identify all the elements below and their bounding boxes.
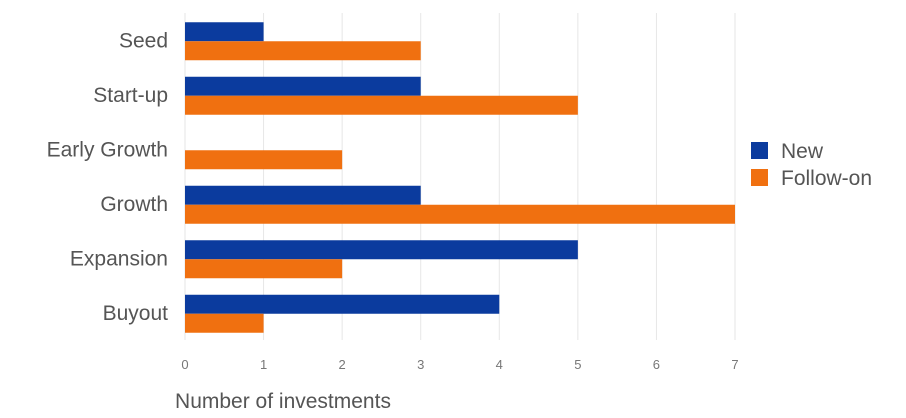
legend: New Follow-on	[751, 140, 872, 190]
bar-new	[185, 22, 264, 42]
legend-swatch	[751, 169, 768, 186]
category-label: Expansion	[70, 247, 168, 270]
bar-follow-on	[185, 150, 343, 170]
category-label: Seed	[119, 29, 168, 52]
x-tick-label: 3	[417, 357, 424, 372]
x-tick-label: 7	[731, 357, 738, 372]
gridlines	[184, 13, 736, 340]
category-label: Growth	[100, 193, 168, 216]
x-axis-title: Number of investments	[175, 390, 391, 413]
legend-label: New	[781, 140, 824, 163]
bar-new	[185, 294, 500, 314]
bar-new	[185, 185, 421, 205]
bar-new	[185, 240, 578, 260]
x-tick-labels: 0 1 2 3 4 5 6 7	[181, 357, 738, 372]
bar-follow-on	[185, 95, 578, 115]
x-tick-label: 4	[496, 357, 503, 372]
legend-label: Follow-on	[781, 167, 872, 190]
bar-follow-on	[185, 259, 343, 279]
category-label: Start-up	[93, 84, 168, 107]
bar-follow-on	[185, 313, 264, 333]
category-labels: Seed Start-up Early Growth Growth Expansion B…	[47, 29, 169, 325]
category-label: Early Growth	[47, 138, 168, 161]
category-label: Buyout	[103, 302, 169, 325]
x-tick-label: 2	[339, 357, 346, 372]
bar-follow-on	[185, 41, 421, 61]
x-tick-label: 5	[574, 357, 581, 372]
x-tick-label: 0	[181, 357, 188, 372]
bars	[185, 22, 735, 333]
bar-follow-on	[185, 204, 735, 224]
x-tick-label: 1	[260, 357, 267, 372]
x-tick-label: 6	[653, 357, 660, 372]
bar-new	[185, 76, 421, 96]
legend-swatch	[751, 142, 768, 159]
